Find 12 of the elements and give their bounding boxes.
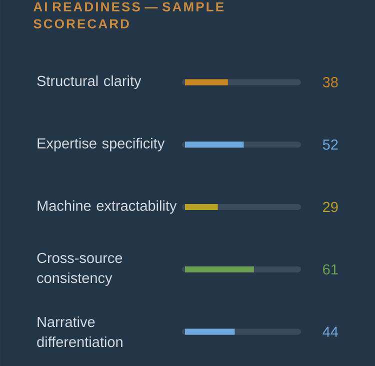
y-tick-label: Cross-source consistency — [37, 252, 122, 286]
data-label: 61 — [323, 264, 338, 275]
chart-title: AI READINESS — SAMPLE SCORECARD — [34, 2, 224, 28]
data-label: 38 — [322, 77, 338, 88]
y-tick-label: Narrative differentiation — [37, 316, 122, 348]
y-tick-label: Expertise specificity — [38, 138, 165, 152]
data-label: 44 — [322, 326, 338, 337]
data-label: 52 — [322, 139, 338, 150]
y-tick-label: Structural clarity — [37, 75, 142, 89]
bar — [185, 204, 218, 210]
y-tick-label: Machine extractability — [38, 200, 177, 214]
data-label: 29 — [323, 202, 338, 212]
